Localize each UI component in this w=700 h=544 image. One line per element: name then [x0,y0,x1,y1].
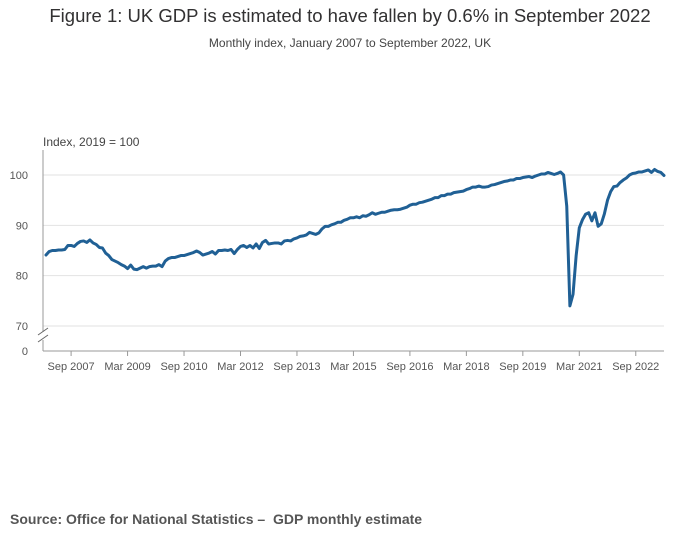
y-tick-label: 90 [16,220,28,232]
x-tick-label: Sep 2016 [386,361,433,373]
gridlines [43,174,664,327]
y-tick-label: 80 [16,271,28,283]
x-tick-label: Mar 2021 [556,361,602,373]
gdp-index-line [44,167,666,308]
x-tick-label: Mar 2012 [217,361,263,373]
x-tick-label: Mar 2009 [104,361,150,373]
source-note: Source: Office for National Statistics –… [10,511,423,527]
line-chart: Index, 2019 = 100 100 90 80 70 0 Sep 2007 Mar… [10,135,666,373]
x-tick-label: Sep 2013 [273,361,320,373]
x-tick-label: Sep 2022 [612,361,659,373]
x-tick-label: Mar 2015 [330,361,376,373]
x-tick-labels: Sep 2007 Mar 2009 Sep 2010 Mar 2012 Sep 2013… [48,351,659,373]
y-axis-label: Index, 2019 = 100 [43,135,140,149]
x-tick-label: Sep 2007 [48,361,95,373]
series [44,167,666,308]
chart-subtitle: Monthly index, January 2007 to September… [208,36,492,50]
y-tick-labels: 100 90 80 70 0 [10,170,28,358]
axis-break-marker [37,327,49,343]
x-tick-label: Sep 2010 [160,361,207,373]
x-tick-label: Mar 2018 [443,361,489,373]
chart-title: Figure 1: UK GDP is estimated to have fa… [49,5,651,26]
y-tick-label: 100 [10,170,28,182]
x-tick-label: Sep 2019 [499,361,546,373]
y-tick-label: 0 [22,346,28,358]
y-tick-label: 70 [16,321,28,333]
axes [37,150,664,352]
